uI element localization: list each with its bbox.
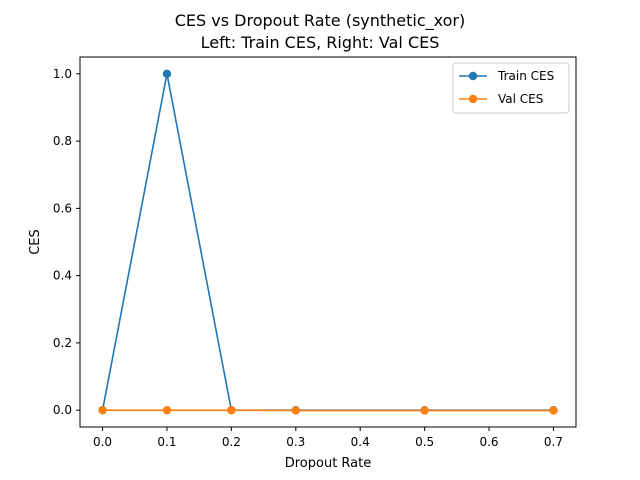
series-1-point bbox=[162, 69, 172, 79]
y-axis-label: CES bbox=[28, 229, 43, 255]
series-2-point bbox=[291, 406, 300, 415]
y-tick-label: 0.6 bbox=[53, 201, 72, 215]
x-tick-label: 0.1 bbox=[157, 435, 176, 449]
y-tick-label: 0.0 bbox=[53, 403, 72, 417]
y-tick-label: 0.2 bbox=[53, 336, 72, 350]
x-tick-label: 0.4 bbox=[351, 435, 370, 449]
legend-label: Val CES bbox=[498, 92, 543, 106]
x-axis-label: Dropout Rate bbox=[285, 456, 372, 471]
series-2-point bbox=[98, 405, 107, 415]
x-tick-label: 0.5 bbox=[415, 435, 434, 449]
series-2-point bbox=[420, 406, 429, 415]
axes-frame bbox=[79, 56, 577, 428]
y-axis-ticks: 0.0 0.2 0.4 0.6 0.8 1.0 bbox=[53, 67, 80, 417]
x-tick-label: 0.3 bbox=[286, 435, 305, 449]
x-tick-label: 0.7 bbox=[544, 435, 563, 449]
chart-title: CES vs Dropout Rate (synthetic_xor) bbox=[174, 11, 466, 30]
series-2-point bbox=[227, 405, 236, 415]
plot-markers bbox=[98, 69, 558, 415]
legend: Train CES Val CES bbox=[452, 62, 570, 114]
y-tick-label: 0.4 bbox=[53, 269, 72, 283]
y-tick-label: 0.8 bbox=[53, 134, 72, 148]
x-tick-label: 0.2 bbox=[222, 435, 241, 449]
legend-marker bbox=[468, 71, 478, 81]
series-2-point bbox=[162, 405, 172, 415]
x-tick-label: 0.6 bbox=[479, 435, 498, 449]
x-axis-ticks: 0.0 0.1 0.2 0.3 0.4 0.5 0.6 0.7 bbox=[93, 427, 563, 449]
x-tick-label: 0.0 bbox=[93, 435, 112, 449]
legend-marker bbox=[468, 94, 478, 104]
series-2-point bbox=[549, 406, 558, 415]
legend-label: Train CES bbox=[497, 69, 554, 83]
chart-subtitle: Left: Train CES, Right: Val CES bbox=[200, 33, 440, 52]
plot-lines bbox=[101, 73, 554, 412]
series-line-1 bbox=[101, 73, 554, 411]
y-tick-label: 1.0 bbox=[53, 67, 72, 81]
